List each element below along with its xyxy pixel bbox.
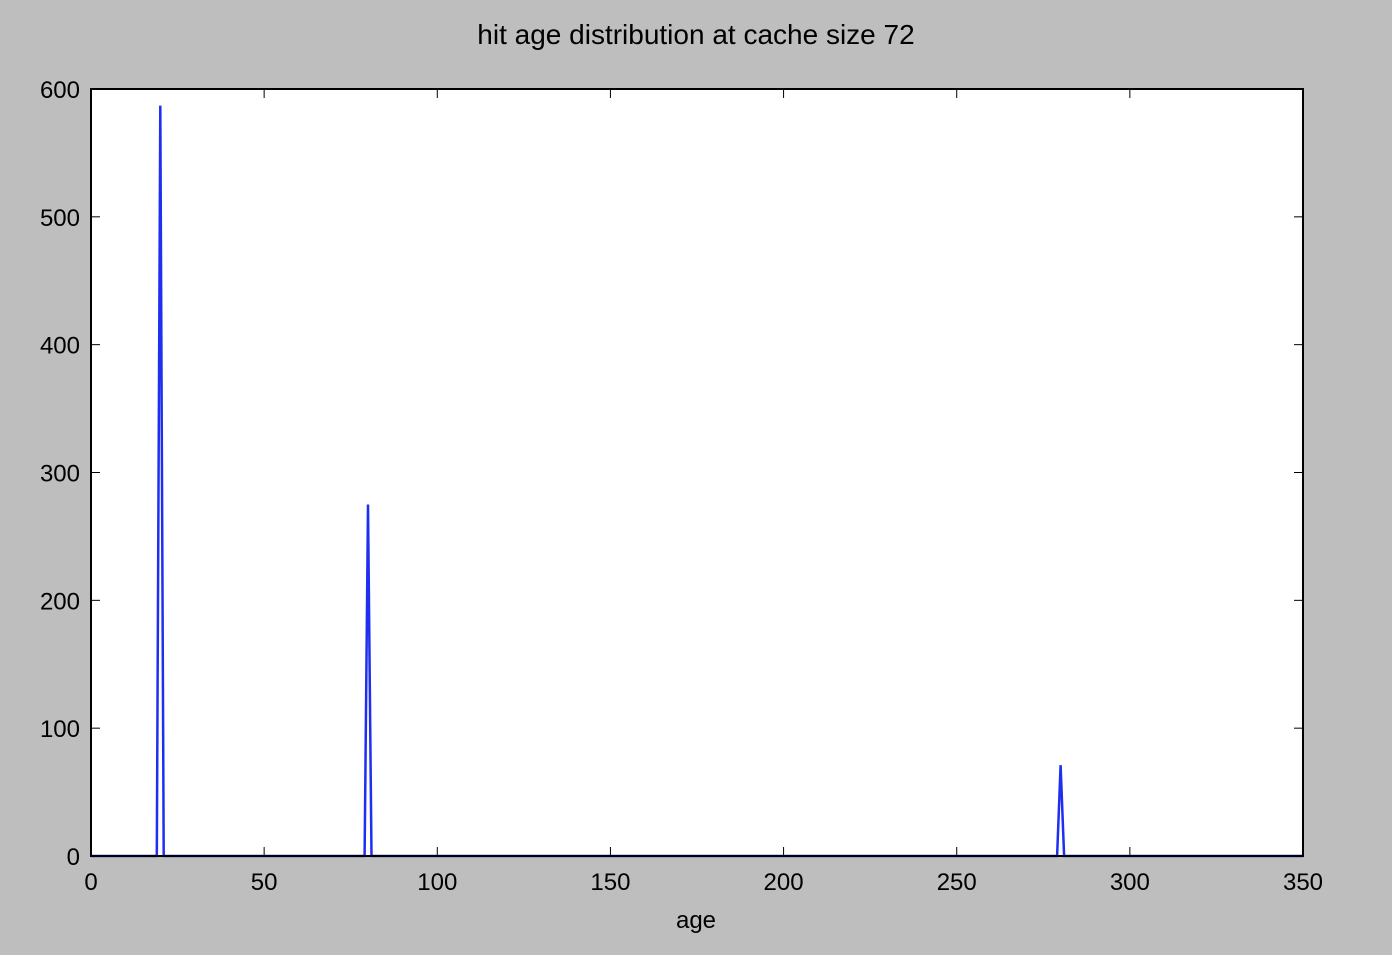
y-tick-label: 300 <box>40 461 80 488</box>
x-tick-label: 50 <box>251 869 278 896</box>
x-tick-label: 100 <box>417 869 457 896</box>
x-tick-label: 0 <box>84 869 97 896</box>
y-tick-label: 600 <box>40 77 80 104</box>
y-tick-label: 200 <box>40 588 80 615</box>
y-tick-label: 500 <box>40 205 80 232</box>
series-line-0 <box>91 105 1303 858</box>
plot-frame <box>90 88 1304 857</box>
y-tick-label: 0 <box>67 844 80 871</box>
x-tick-label: 350 <box>1283 869 1323 896</box>
plot-area <box>91 89 1303 856</box>
x-tick-label: 300 <box>1110 869 1150 896</box>
axis-ticks: 0 50 100 150 200 250 300 350 0 100 200 300 400 500 600 <box>40 77 1323 896</box>
x-tick-label: 200 <box>764 869 804 896</box>
y-tick-label: 100 <box>40 716 80 743</box>
x-tick-label: 150 <box>590 869 630 896</box>
x-tick-label: 250 <box>937 869 977 896</box>
x-axis-label: age <box>676 907 716 934</box>
y-tick-label: 400 <box>40 333 80 360</box>
series-layer <box>91 105 1303 858</box>
chart-title: hit age distribution at cache size 72 <box>477 19 914 50</box>
